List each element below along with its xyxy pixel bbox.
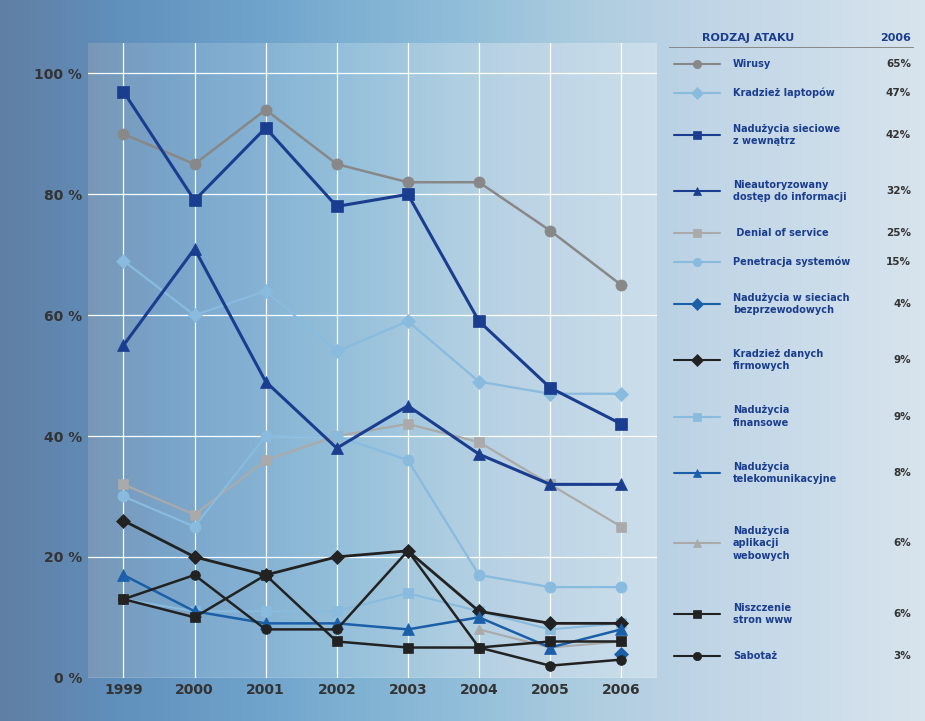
Text: Nadużycia w sieciach
bezprzewodowych: Nadużycia w sieciach bezprzewodowych <box>733 293 849 315</box>
Text: Nadużycia
finansowe: Nadużycia finansowe <box>733 405 789 428</box>
Text: Nieautoryzowany
dostęp do informacji: Nieautoryzowany dostęp do informacji <box>733 180 846 203</box>
Text: 4%: 4% <box>893 299 911 309</box>
Text: Nadużycia
telekomunikacyjne: Nadużycia telekomunikacyjne <box>733 461 837 485</box>
Text: Niszczenie
stron www: Niszczenie stron www <box>733 603 792 625</box>
Text: 32%: 32% <box>886 186 911 196</box>
Text: 25%: 25% <box>886 229 911 239</box>
Text: 47%: 47% <box>885 87 911 97</box>
Text: Nadużycia
aplikacji
webowych: Nadużycia aplikacji webowych <box>733 526 790 561</box>
Text: 3%: 3% <box>894 651 911 661</box>
Text: 8%: 8% <box>894 468 911 478</box>
Text: 9%: 9% <box>894 355 911 366</box>
Text: 6%: 6% <box>894 609 911 619</box>
Text: Denial of service: Denial of service <box>733 229 829 239</box>
Text: Wirusy: Wirusy <box>733 59 771 69</box>
Text: 15%: 15% <box>886 257 911 267</box>
Text: Penetracja systemów: Penetracja systemów <box>733 257 850 267</box>
Text: 65%: 65% <box>886 59 911 69</box>
Text: Sabotaż: Sabotaż <box>733 651 777 661</box>
Text: Kradzież danych
firmowych: Kradzież danych firmowych <box>733 349 823 371</box>
Text: Nadużycia sieciowe
z wewnątrz: Nadużycia sieciowe z wewnątrz <box>733 123 840 146</box>
Text: 6%: 6% <box>894 539 911 549</box>
Text: Kradzież laptopów: Kradzież laptopów <box>733 87 834 98</box>
Text: 9%: 9% <box>894 412 911 422</box>
Text: RODZAJ ATAKU: RODZAJ ATAKU <box>702 33 795 43</box>
Text: 42%: 42% <box>886 130 911 140</box>
Text: 2006: 2006 <box>880 33 911 43</box>
